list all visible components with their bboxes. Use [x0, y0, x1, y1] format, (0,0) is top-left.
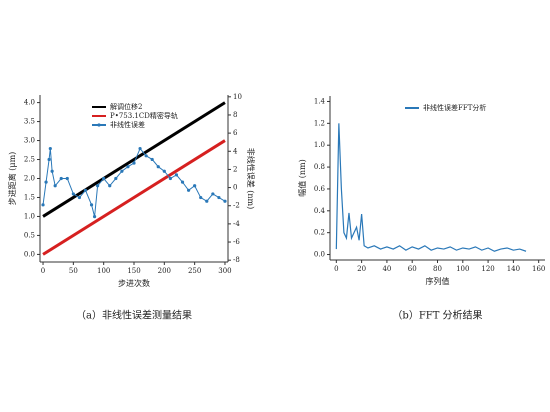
- marker: [77, 195, 82, 200]
- series-line: [42, 139, 226, 256]
- y-tick-label: 3.0: [24, 137, 35, 145]
- y-tick-label: 0.5: [24, 231, 35, 239]
- y2-tick-label: 10: [233, 93, 242, 101]
- marker: [180, 180, 185, 184]
- y2-tick-label: 6: [233, 129, 238, 137]
- x-axis-label: 序列值: [426, 276, 450, 286]
- y-axis-label: 步进距离 (μm): [7, 152, 17, 206]
- marker: [205, 199, 209, 203]
- marker: [126, 165, 130, 169]
- y-tick-label: 0.4: [314, 207, 326, 215]
- series-line: [42, 101, 226, 218]
- marker: [174, 173, 179, 177]
- marker: [96, 184, 100, 188]
- x-tick-label: 200: [158, 267, 171, 275]
- x-tick-label: 160: [532, 265, 545, 273]
- marker: [47, 157, 51, 162]
- y-axis-label: 幅值 (nm): [297, 159, 307, 197]
- legend-marker: [97, 123, 101, 127]
- y-tick-label: 1.4: [314, 97, 326, 105]
- marker: [211, 192, 215, 196]
- y2-tick-label: 0: [233, 184, 237, 192]
- y-tick-label: 0.2: [314, 229, 325, 237]
- x-tick-label: 60: [408, 265, 417, 273]
- x-tick-label: 300: [218, 267, 231, 275]
- x-tick-label: 0: [334, 265, 338, 273]
- marker: [48, 146, 52, 151]
- marker: [223, 199, 227, 203]
- x-tick-label: 140: [507, 265, 520, 273]
- marker: [92, 215, 97, 219]
- marker: [89, 203, 94, 207]
- series-line: [335, 123, 527, 252]
- marker: [199, 195, 203, 200]
- y2-tick-label: 2: [233, 165, 237, 173]
- marker: [83, 188, 88, 192]
- x-tick-label: 100: [456, 265, 469, 273]
- x-tick-label: 20: [357, 265, 366, 273]
- y-tick-label: 1.0: [24, 212, 35, 220]
- y2-tick-label: -8: [233, 256, 240, 264]
- marker: [108, 184, 112, 188]
- y-tick-label: 0.8: [314, 163, 325, 171]
- y-tick-label: 1.5: [24, 193, 35, 201]
- x-tick-label: 250: [188, 267, 201, 275]
- x-tick-label: 150: [127, 267, 140, 275]
- y-tick-label: 0.0: [24, 250, 35, 258]
- caption: （a）非线性误差测量结果: [76, 309, 192, 322]
- marker: [65, 176, 69, 181]
- x-axis-label: 步进次数: [118, 278, 150, 288]
- marker: [162, 169, 166, 173]
- y-tick-label: 4.0: [24, 99, 35, 107]
- marker: [138, 146, 142, 151]
- marker: [217, 195, 221, 200]
- marker: [156, 165, 160, 169]
- y2-tick-label: -4: [233, 220, 240, 228]
- marker: [71, 192, 75, 196]
- marker: [50, 169, 54, 173]
- marker: [168, 176, 172, 181]
- caption: （b）FFT 分析结果: [392, 309, 482, 322]
- marker: [120, 169, 124, 173]
- y-tick-label: 3.5: [24, 118, 35, 126]
- marker: [132, 161, 136, 165]
- y2-tick-label: -6: [233, 238, 240, 246]
- legend-label: P•753.1CD精密导轨: [110, 111, 178, 120]
- x-tick-label: 50: [69, 267, 78, 275]
- y-tick-label: 0.0: [314, 251, 325, 259]
- y2-axis-label: 非线性误差 (nm): [246, 148, 256, 210]
- x-tick-label: 80: [433, 265, 442, 273]
- x-tick-label: 100: [97, 267, 110, 275]
- marker: [193, 184, 197, 188]
- y2-tick-label: 4: [233, 147, 238, 155]
- marker: [53, 184, 57, 188]
- marker: [59, 176, 63, 181]
- y-tick-label: 1.0: [314, 141, 325, 149]
- x-tick-label: 40: [382, 265, 391, 273]
- y-tick-label: 0.6: [314, 185, 326, 193]
- marker: [186, 188, 191, 192]
- x-tick-label: 0: [41, 267, 45, 275]
- y2-tick-label: 8: [233, 111, 237, 119]
- marker: [41, 203, 45, 207]
- marker: [144, 154, 148, 158]
- marker: [114, 176, 118, 181]
- legend-label: 解调位移2: [110, 102, 142, 111]
- y2-tick-label: -2: [233, 202, 240, 210]
- y-tick-label: 2.5: [24, 156, 35, 164]
- legend-label: 非线性误差: [110, 120, 145, 129]
- marker: [150, 157, 154, 162]
- legend-label: 非线性误差FFT分析: [423, 103, 486, 112]
- x-tick-label: 120: [481, 265, 494, 273]
- y-tick-label: 1.2: [314, 119, 325, 127]
- marker: [44, 180, 48, 184]
- y-tick-label: 2.0: [24, 175, 35, 183]
- marker: [102, 176, 106, 181]
